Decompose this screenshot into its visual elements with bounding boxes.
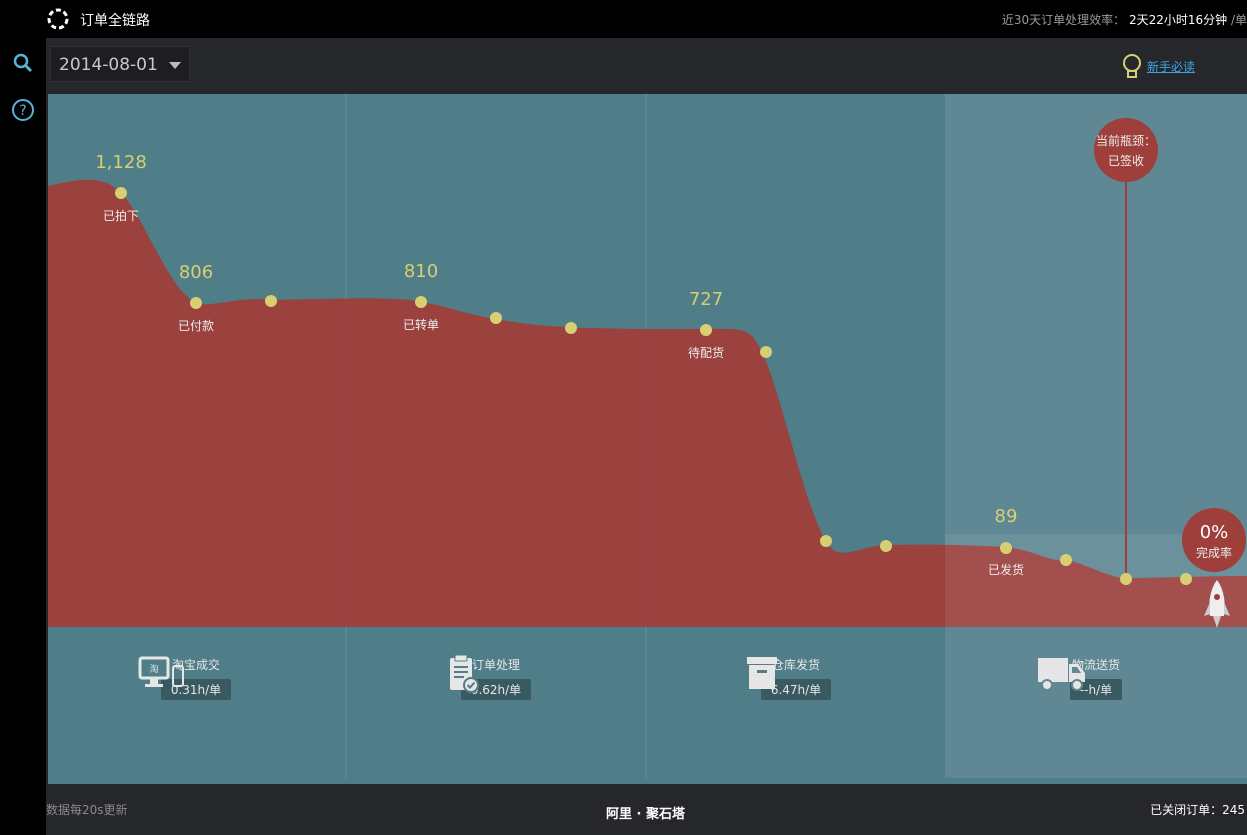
chart-dot[interactable] <box>115 187 127 199</box>
completion-value: 0% <box>1200 522 1229 543</box>
order-area <box>48 179 1247 627</box>
date-select[interactable]: 2014-08-01 <box>50 46 190 82</box>
chart-dot[interactable] <box>820 535 832 547</box>
efficiency-value: 2天22小时16分钟 <box>1128 13 1228 27</box>
efficiency-summary: 近30天订单处理效率： 2天22小时16分钟 /单 <box>1002 11 1247 28</box>
point-value: 806 <box>179 262 213 283</box>
warehouse-box-icon <box>747 657 777 689</box>
rocket-icon <box>1204 580 1230 628</box>
chart-svg: 当前瓶颈： 已签收 0% 完成率 1,128 已 <box>48 94 1247 778</box>
top-bar: 订单全链路 近30天订单处理效率： 2天22小时16分钟 /单 <box>0 0 1247 38</box>
chart-dot[interactable] <box>190 297 202 309</box>
labeled-point-1: 806 已付款 <box>178 262 214 333</box>
clipboard-check-icon <box>450 654 479 693</box>
completion-label: 完成率 <box>1196 545 1232 560</box>
phase-name: 物流送货 <box>1071 658 1120 672</box>
chart-dot[interactable] <box>880 540 892 552</box>
logo-icon <box>47 8 69 30</box>
point-value: 89 <box>995 506 1018 527</box>
computer-phone-icon: 淘 <box>138 656 184 687</box>
phase-order-processing: 订单处理 0.62h/单 <box>436 654 556 700</box>
phase-warehouse-shipping: 仓库发货 6.47h/单 <box>736 654 856 700</box>
phase-taobao-deal: 淘 淘宝成交 0.31h/单 <box>136 654 256 700</box>
point-label: 已付款 <box>178 319 214 333</box>
sidebar: ? <box>0 38 46 835</box>
chart-dot[interactable] <box>700 324 712 336</box>
closed-orders-label: 已关闭订单： <box>1150 803 1223 817</box>
help-icon[interactable]: ? <box>10 97 36 123</box>
labeled-point-0: 1,128 已拍下 <box>95 152 147 223</box>
point-value: 727 <box>689 289 723 310</box>
completion-badge <box>1182 508 1246 572</box>
brand: 阿里 · 聚石塔 <box>606 807 685 822</box>
svg-text:淘: 淘 <box>149 663 158 675</box>
order-chain-chart: 当前瓶颈： 已签收 0% 完成率 1,128 已 <box>48 94 1247 784</box>
chart-dot[interactable] <box>1120 573 1132 585</box>
phase-band-highlight <box>945 627 1247 778</box>
labeled-point-3: 727 待配货 <box>688 289 724 360</box>
bottleneck-stage: 已签收 <box>1108 153 1144 168</box>
chart-dot[interactable] <box>1180 573 1192 585</box>
intermediate-dots <box>265 295 1192 585</box>
lightbulb-icon <box>1123 54 1141 78</box>
closed-orders: 已关闭订单：245 <box>1150 801 1245 818</box>
search-icon[interactable] <box>10 50 36 76</box>
chart-dot[interactable] <box>490 312 502 324</box>
update-note: 数据每20s更新 <box>46 803 128 817</box>
chart-dot[interactable] <box>415 296 427 308</box>
date-value: 2014-08-01 <box>59 55 158 75</box>
chart-dot[interactable] <box>1000 542 1012 554</box>
efficiency-unit: /单 <box>1230 13 1247 27</box>
truck-icon <box>1038 658 1085 691</box>
closed-orders-value: 245 <box>1222 803 1245 817</box>
chart-dot[interactable] <box>760 346 772 358</box>
bottleneck-badge <box>1094 118 1158 182</box>
point-value: 1,128 <box>95 152 147 173</box>
bottleneck-title: 当前瓶颈： <box>1096 133 1156 148</box>
app-title: 订单全链路 <box>80 13 150 29</box>
point-value: 810 <box>404 261 438 282</box>
chart-dot[interactable] <box>1060 554 1072 566</box>
phase-name: 仓库发货 <box>771 658 820 672</box>
footer: 数据每20s更新 阿里 · 聚石塔 已关闭订单：245 <box>46 784 1247 835</box>
svg-text:?: ? <box>19 103 26 119</box>
phase-rate: 0.31h/单 <box>160 679 232 700</box>
chart-dot[interactable] <box>565 322 577 334</box>
chevron-down-icon <box>169 62 181 69</box>
point-label: 已拍下 <box>103 208 139 223</box>
chart-dot[interactable] <box>265 295 277 307</box>
newbie-guide-link[interactable]: 新手必读 <box>1147 60 1196 74</box>
labeled-point-4: 89 已发货 <box>988 506 1024 577</box>
point-label: 已发货 <box>988 562 1024 577</box>
point-label: 已转单 <box>403 317 439 332</box>
phase-name: 订单处理 <box>471 658 520 672</box>
phase-logistics-delivery: 物流送货 --h/单 <box>1036 654 1156 700</box>
efficiency-label: 近30天订单处理效率： <box>1001 13 1126 27</box>
labeled-point-2: 810 已转单 <box>403 261 439 332</box>
point-label: 待配货 <box>688 345 724 360</box>
phase-rate: 6.47h/单 <box>760 679 832 700</box>
